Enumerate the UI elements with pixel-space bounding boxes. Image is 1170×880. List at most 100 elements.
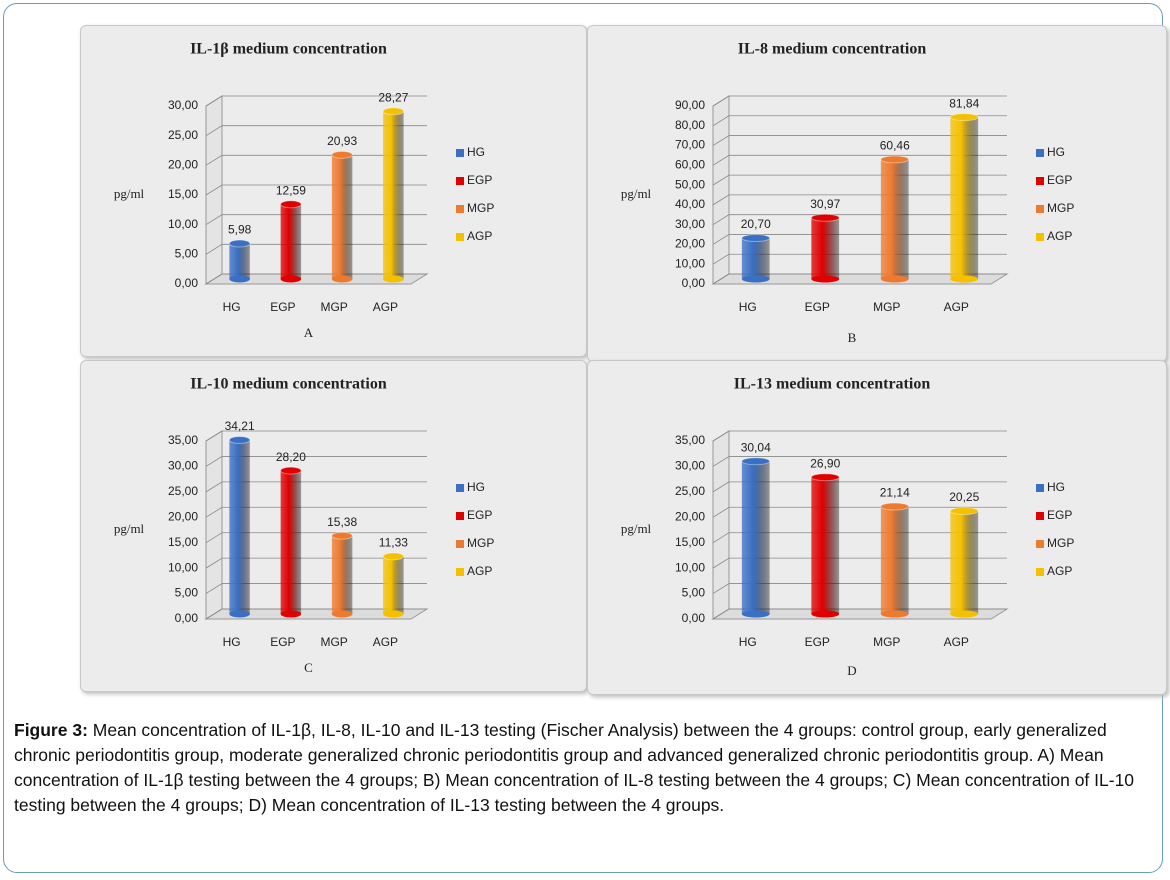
x-tick-label: EGP <box>805 635 830 649</box>
bar-base <box>383 610 404 618</box>
y-tick-label: 25,00 <box>168 484 198 498</box>
bar-cap <box>741 457 771 466</box>
value-label: 20,25 <box>949 490 979 504</box>
grid-line <box>712 174 1007 186</box>
value-label: 60,46 <box>880 139 910 153</box>
legend-label: HG <box>1047 480 1065 494</box>
y-tick-label: 0,00 <box>175 611 199 625</box>
legend-label: EGP <box>467 173 492 187</box>
grid-line <box>712 194 1007 206</box>
y-tick-label: 90,00 <box>675 98 705 112</box>
legend-swatch <box>456 512 464 520</box>
value-label: 34,21 <box>225 419 255 433</box>
y-tick-label: 5,00 <box>175 247 199 261</box>
value-label: 28,27 <box>378 90 408 104</box>
grid-line <box>712 481 1007 493</box>
grid-line <box>712 430 1007 442</box>
bar <box>950 511 979 614</box>
grid-line <box>712 154 1007 166</box>
legend-swatch <box>1036 149 1044 157</box>
y-tick-label: 70,00 <box>675 138 705 152</box>
value-label: 11,33 <box>379 536 408 550</box>
value-label: 5,98 <box>228 223 252 237</box>
chart-title: IL-10 medium concentration <box>190 376 387 393</box>
bar <box>880 506 909 614</box>
y-tick-label: 30,00 <box>675 217 705 231</box>
y-tick-label: 20,00 <box>675 237 705 251</box>
y-tick-label: 25,00 <box>675 484 705 498</box>
bar-base <box>811 275 840 283</box>
chart-panel: IL-1β medium concentration pg/ml A 0,00 5,00… <box>80 25 587 357</box>
bar <box>280 470 302 614</box>
legend-label: MGP <box>1047 201 1074 215</box>
value-label: 20,70 <box>741 217 771 231</box>
y-axis-label: pg/ml <box>621 521 652 536</box>
bar-base <box>741 275 770 283</box>
legend-swatch <box>456 177 464 185</box>
bar <box>229 440 250 614</box>
grid-line <box>205 608 427 620</box>
grid-line <box>712 253 1007 265</box>
bar-cap <box>280 200 302 209</box>
y-tick-label: 0,00 <box>682 276 706 290</box>
grid-line <box>205 273 427 285</box>
y-tick-label: 40,00 <box>675 197 705 211</box>
legend-label: AGP <box>467 229 492 243</box>
y-tick-label: 15,00 <box>168 535 198 549</box>
legend-swatch <box>1036 540 1044 548</box>
x-tick-label: MGP <box>320 635 347 649</box>
value-label: 21,14 <box>880 486 910 500</box>
y-axis-label: pg/ml <box>621 186 652 201</box>
x-axis-label: C <box>304 660 313 675</box>
bar <box>280 204 302 279</box>
y-tick-label: 20,00 <box>168 158 198 172</box>
grid-line <box>712 95 1007 107</box>
bar-base <box>880 610 909 618</box>
y-tick-label: 15,00 <box>168 187 198 201</box>
grid-line <box>205 532 427 544</box>
bar-base <box>331 275 353 283</box>
y-tick-label: 10,00 <box>675 256 705 270</box>
bar-base <box>383 275 404 283</box>
bar-cap <box>228 239 251 248</box>
bar <box>331 535 353 614</box>
y-tick-label: 10,00 <box>168 560 198 574</box>
legend-swatch <box>456 540 464 548</box>
grid-line <box>205 95 427 107</box>
y-tick-label: 10,00 <box>168 217 198 231</box>
legend-label: MGP <box>1047 536 1074 550</box>
x-tick-label: EGP <box>270 300 295 314</box>
legend-label: AGP <box>1047 229 1072 243</box>
legend-label: HG <box>467 145 485 159</box>
legend-swatch <box>456 568 464 576</box>
chart-panel: IL-8 medium concentration pg/ml B 0,00 10,00… <box>587 25 1167 362</box>
chart-panel: IL-13 medium concentration pg/ml D 0,00 5,00… <box>587 360 1167 695</box>
grid-line <box>205 125 427 137</box>
chart-panel: IL-10 medium concentration pg/ml C 0,00 5,00… <box>80 360 587 692</box>
x-tick-label: HG <box>739 300 757 314</box>
grid-line <box>205 243 427 255</box>
grid-line <box>205 430 427 442</box>
grid-line <box>712 608 1007 620</box>
x-tick-label: AGP <box>373 635 398 649</box>
legend-label: EGP <box>467 508 492 522</box>
value-label: 15,38 <box>327 515 357 529</box>
y-tick-label: 80,00 <box>675 118 705 132</box>
x-tick-label: MGP <box>873 300 900 314</box>
back-wall <box>205 430 223 620</box>
bar-cap <box>949 507 979 516</box>
legend-swatch <box>1036 512 1044 520</box>
value-label: 30,04 <box>741 440 771 454</box>
bar-cap <box>228 436 251 445</box>
y-tick-label: 5,00 <box>175 586 199 600</box>
x-tick-label: HG <box>739 635 757 649</box>
y-tick-label: 50,00 <box>675 177 705 191</box>
grid-line <box>712 273 1007 285</box>
bar <box>331 154 353 279</box>
y-tick-label: 20,00 <box>675 509 705 523</box>
bar <box>880 159 909 279</box>
x-tick-label: EGP <box>270 635 295 649</box>
bar-cap <box>741 234 771 243</box>
bar-cap <box>331 531 353 540</box>
y-axis-label: pg/ml <box>114 186 145 201</box>
